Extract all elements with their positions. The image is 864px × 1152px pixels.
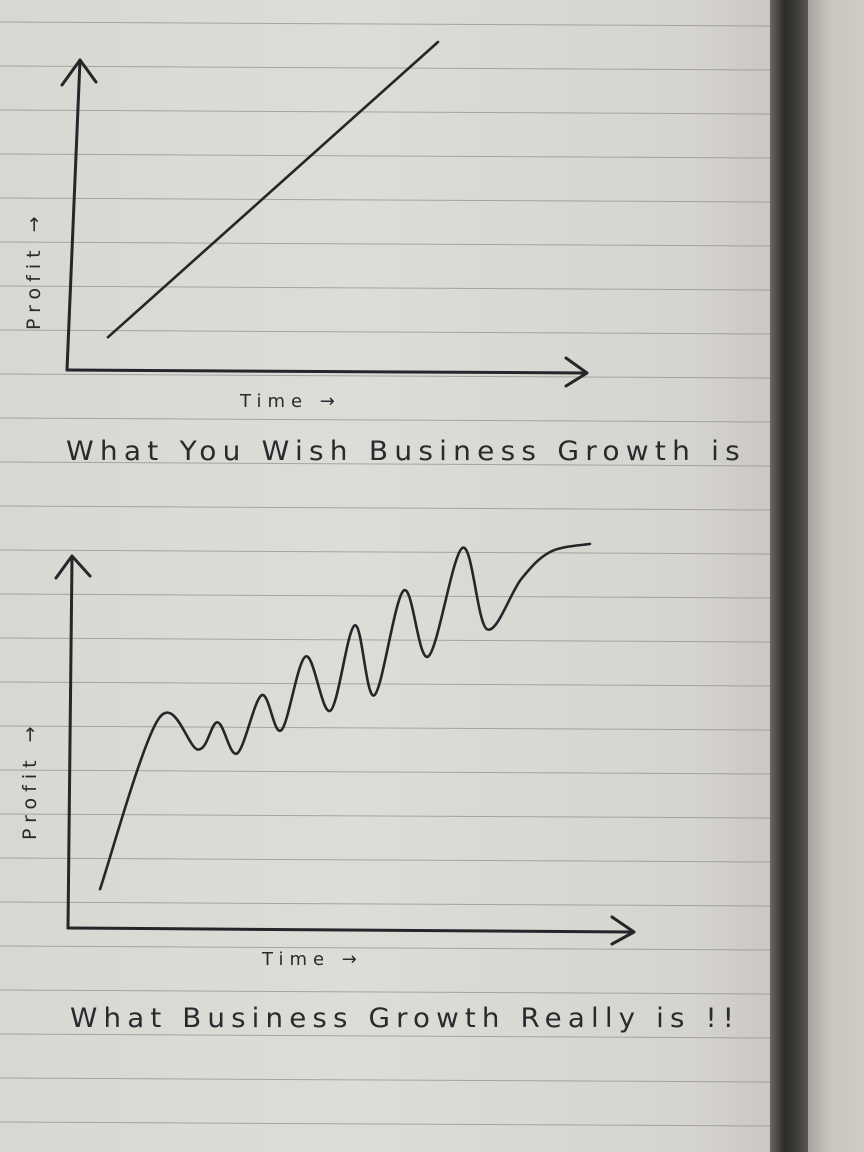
rule-line bbox=[0, 1121, 771, 1127]
rule-line bbox=[0, 21, 771, 27]
rule-line bbox=[0, 857, 771, 863]
y-axis bbox=[66, 556, 74, 930]
rule-line bbox=[0, 813, 771, 819]
y-axis-label: Profit → bbox=[23, 210, 45, 330]
x-axis bbox=[66, 926, 634, 934]
rule-line bbox=[0, 549, 771, 555]
rule-line bbox=[0, 901, 771, 907]
ideal-growth-chart: Profit → Time → What You Wish Business G… bbox=[23, 40, 746, 467]
real-growth-chart: Profit → Time → What Business Growth Rea… bbox=[19, 542, 740, 1034]
rule-line bbox=[0, 329, 771, 335]
rule-line bbox=[0, 637, 771, 643]
rule-line bbox=[0, 241, 771, 247]
rule-line bbox=[0, 153, 771, 159]
chart-caption: What Business Growth Really is !! bbox=[70, 1003, 740, 1034]
rule-line bbox=[0, 461, 771, 467]
rule-line bbox=[0, 417, 771, 423]
x-axis-arrowhead bbox=[610, 915, 636, 946]
adjacent-page bbox=[808, 0, 864, 1152]
y-axis-arrowhead bbox=[60, 58, 98, 87]
rule-line bbox=[0, 373, 771, 379]
y-axis-label: Profit → bbox=[19, 720, 41, 840]
y-axis-arrowhead bbox=[54, 554, 92, 580]
rule-line bbox=[0, 593, 771, 599]
rule-line bbox=[0, 109, 771, 115]
rule-line bbox=[0, 285, 771, 291]
rule-line bbox=[0, 725, 771, 731]
series-line bbox=[106, 40, 440, 339]
rule-line bbox=[0, 1033, 771, 1039]
rule-line bbox=[0, 989, 771, 995]
notebook-spine bbox=[770, 0, 810, 1152]
rule-line bbox=[0, 769, 771, 775]
series-line bbox=[98, 542, 592, 891]
y-axis bbox=[65, 58, 82, 372]
x-axis-label: Time → bbox=[261, 949, 363, 970]
x-axis bbox=[65, 368, 587, 375]
rule-line bbox=[0, 945, 771, 951]
rule-line bbox=[0, 505, 771, 511]
x-axis-arrowhead bbox=[564, 356, 589, 388]
x-axis-label: Time → bbox=[239, 391, 341, 412]
chart-caption: What You Wish Business Growth is bbox=[66, 436, 746, 467]
rule-line bbox=[0, 65, 771, 71]
rule-line bbox=[0, 681, 771, 687]
rule-line bbox=[0, 197, 771, 203]
rule-line bbox=[0, 1077, 771, 1083]
